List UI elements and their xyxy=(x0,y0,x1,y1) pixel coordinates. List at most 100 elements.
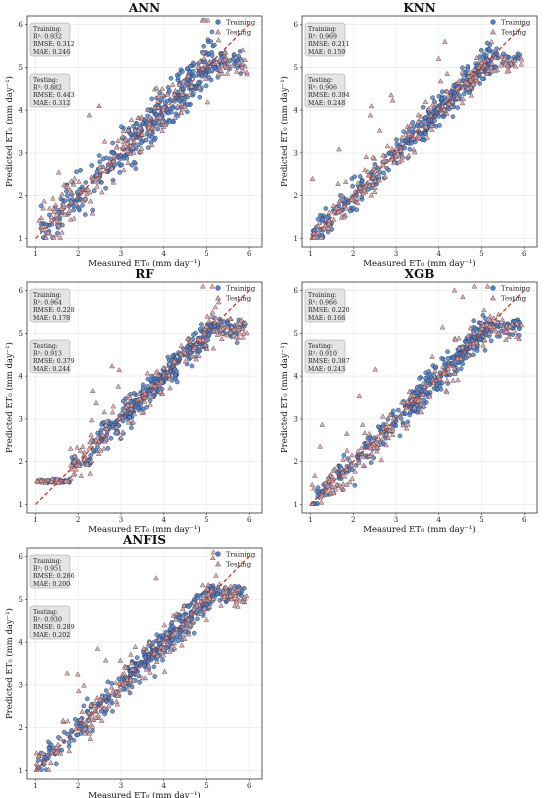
training-point xyxy=(209,53,215,58)
testing-point xyxy=(473,74,479,80)
testing-point xyxy=(114,701,121,707)
testing-point xyxy=(341,473,348,479)
y-tick-label: 2 xyxy=(294,192,298,200)
testing-point xyxy=(200,50,207,56)
testing-point xyxy=(459,100,466,106)
testing-point xyxy=(119,429,126,435)
training-point xyxy=(119,124,124,130)
testing-point xyxy=(94,434,101,440)
testing-point xyxy=(72,453,78,459)
testing-point xyxy=(206,318,212,324)
testing-point xyxy=(148,393,155,399)
testing-point xyxy=(115,137,121,143)
testing-point xyxy=(111,153,118,159)
testing-point xyxy=(123,404,129,410)
testing-point xyxy=(218,602,224,608)
testing-point xyxy=(473,54,480,60)
testing-point xyxy=(445,93,452,99)
training-point xyxy=(160,657,165,663)
training-point xyxy=(402,145,407,151)
gridlines xyxy=(27,282,262,513)
testing-point xyxy=(64,183,71,189)
training-point xyxy=(137,680,142,685)
testing-point xyxy=(426,393,433,399)
testing-point xyxy=(41,198,47,204)
testing-point xyxy=(232,592,239,598)
testing-point xyxy=(161,668,168,674)
training-point xyxy=(488,338,494,344)
testing-point xyxy=(201,62,208,68)
testing-point xyxy=(45,477,51,483)
testing-point xyxy=(222,584,229,590)
y-axis-label: Predicted ET₀ (mm day⁻¹) xyxy=(279,76,290,187)
testing-point xyxy=(343,205,350,211)
testing-point xyxy=(130,666,136,672)
testing-point xyxy=(227,583,234,589)
testing-point xyxy=(101,409,108,415)
testing-point xyxy=(92,699,98,705)
testing-point xyxy=(465,332,471,338)
training-point xyxy=(60,222,65,228)
testing-point xyxy=(160,652,167,658)
testing-point xyxy=(468,92,475,98)
testing-point xyxy=(155,98,161,104)
training-point xyxy=(212,42,217,48)
testing-point xyxy=(67,445,74,451)
testing-point xyxy=(213,572,219,578)
testing-point xyxy=(74,201,80,207)
panel-xgb: XGB 1 2 3 4 5 6 1 2 3 4 5 6 Measured ET₀ (mm day⁻¹) Pr… xyxy=(275,266,550,535)
testing-point xyxy=(127,676,134,682)
testing-point xyxy=(219,62,225,68)
testing-point xyxy=(212,304,219,310)
training-point xyxy=(359,194,365,200)
training-point xyxy=(354,207,360,213)
training-point xyxy=(357,174,363,179)
testing-point xyxy=(201,55,207,61)
legend-testing-marker xyxy=(215,560,221,567)
testing-point xyxy=(147,669,153,675)
stat-testing-r2: R²: 0.882 xyxy=(33,85,62,92)
x-tick-label: 4 xyxy=(161,250,166,258)
training-point xyxy=(471,318,477,324)
stat-testing-r2: R²: 0.930 xyxy=(33,617,62,624)
testing-point xyxy=(46,205,53,211)
testing-point xyxy=(166,372,172,378)
stat-training-r2: R²: 0.966 xyxy=(308,300,337,307)
testing-point xyxy=(470,343,477,349)
testing-point xyxy=(344,430,350,436)
testing-point xyxy=(326,209,333,215)
y-tick-label: 5 xyxy=(19,64,23,72)
testing-point xyxy=(209,309,216,315)
testing-point xyxy=(140,393,146,399)
testing-point xyxy=(340,480,346,486)
testing-point xyxy=(153,85,160,91)
testing-point xyxy=(372,366,379,372)
training-point xyxy=(160,633,166,638)
training-point xyxy=(96,153,102,158)
training-point xyxy=(484,40,490,46)
testing-point xyxy=(201,605,208,611)
testing-point xyxy=(219,335,225,341)
stat-testing-rmse: RMSE: 0.379 xyxy=(33,358,75,365)
testing-point xyxy=(311,234,317,240)
testing-point xyxy=(137,396,143,402)
stat-training-header: Training: xyxy=(33,558,62,565)
training-point xyxy=(124,155,130,161)
testing-point xyxy=(358,444,365,450)
training-point xyxy=(134,655,140,660)
training-point xyxy=(145,384,150,389)
testing-point xyxy=(336,198,343,204)
testing-point xyxy=(206,603,213,609)
testing-point xyxy=(356,459,362,465)
testing-point xyxy=(368,450,375,456)
testing-point xyxy=(115,383,122,389)
stat-testing-mae: MAE: 0.243 xyxy=(308,366,345,373)
testing-point xyxy=(88,417,95,423)
testing-point xyxy=(141,398,148,404)
testing-point xyxy=(405,421,411,427)
testing-point xyxy=(222,56,229,62)
training-point xyxy=(134,121,139,127)
training-point xyxy=(177,98,182,103)
testing-point xyxy=(200,17,207,23)
testing-point xyxy=(79,708,85,714)
